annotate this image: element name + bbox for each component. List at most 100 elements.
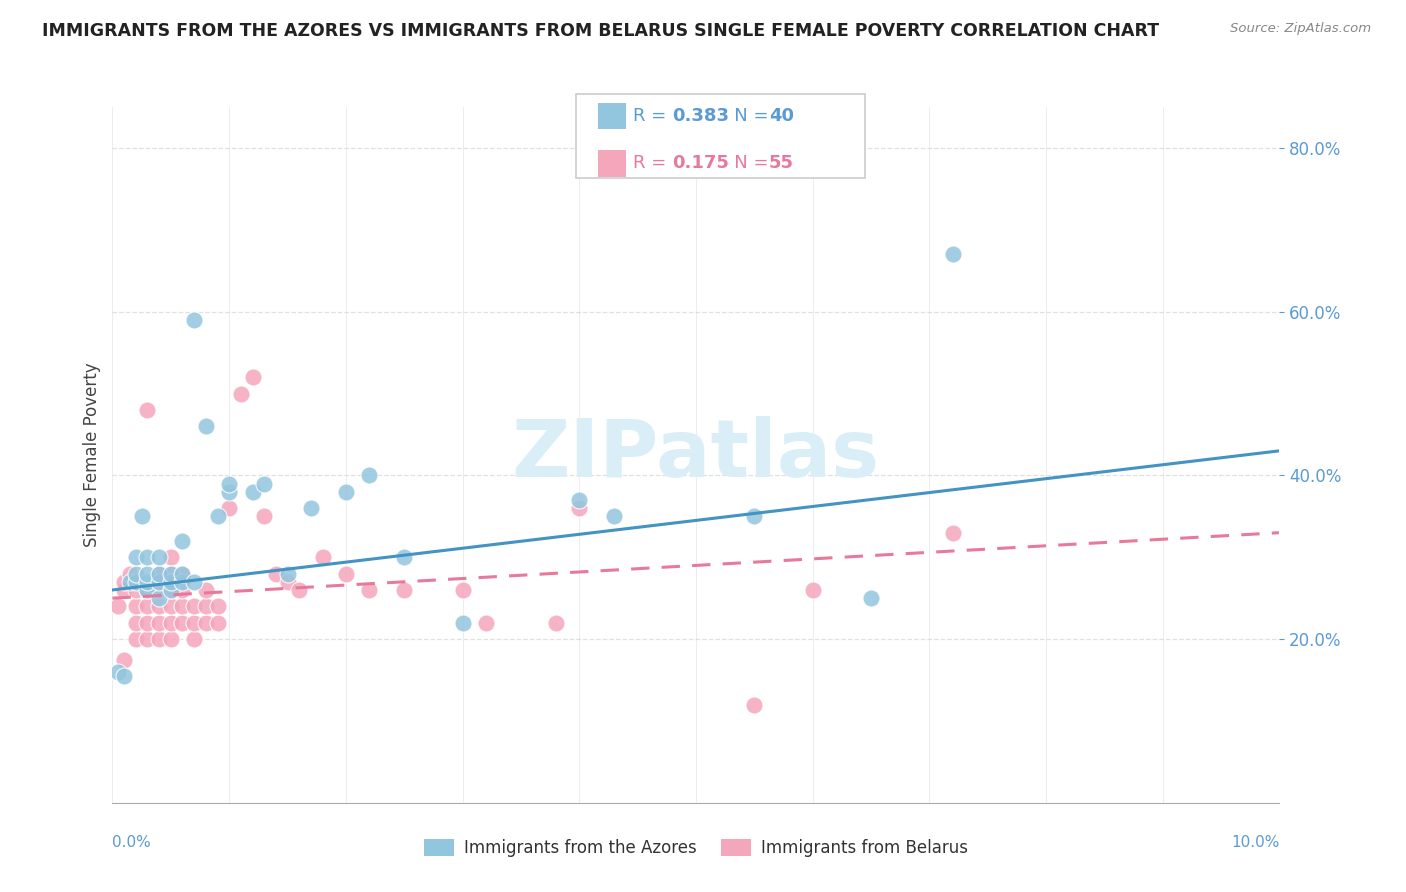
Point	[194, 582, 217, 597]
Point	[136, 615, 159, 630]
Point	[160, 550, 183, 565]
Point	[335, 566, 357, 581]
Point	[359, 468, 381, 483]
Point	[125, 566, 148, 581]
Point	[451, 615, 474, 630]
Point	[451, 582, 474, 597]
Point	[253, 476, 276, 491]
Text: N =: N =	[717, 154, 775, 172]
Point	[335, 484, 357, 499]
Point	[136, 582, 159, 597]
Point	[172, 574, 194, 589]
Point	[544, 615, 567, 630]
Point	[194, 615, 217, 630]
Point	[125, 599, 148, 614]
Point	[112, 652, 135, 666]
Point	[160, 599, 183, 614]
Point	[160, 574, 183, 589]
Point	[136, 632, 159, 646]
Point	[288, 582, 311, 597]
Text: 55: 55	[769, 154, 794, 172]
Text: ZIPatlas: ZIPatlas	[512, 416, 880, 494]
Point	[218, 476, 240, 491]
Text: Source: ZipAtlas.com: Source: ZipAtlas.com	[1230, 22, 1371, 36]
Point	[136, 566, 159, 581]
Text: 0.383: 0.383	[672, 107, 730, 125]
Point	[860, 591, 883, 606]
Point	[568, 501, 591, 516]
Point	[253, 509, 276, 524]
Point	[172, 582, 194, 597]
Point	[160, 566, 183, 581]
Point	[218, 501, 240, 516]
Point	[148, 632, 170, 646]
Point	[160, 615, 183, 630]
Point	[125, 632, 148, 646]
Point	[942, 525, 965, 540]
Point	[112, 582, 135, 597]
Point	[148, 615, 170, 630]
Point	[136, 582, 159, 597]
Point	[125, 582, 148, 597]
Point	[742, 509, 765, 524]
Point	[183, 615, 205, 630]
Point	[568, 492, 591, 507]
Text: N =: N =	[717, 107, 775, 125]
Point	[183, 313, 205, 327]
Point	[118, 566, 141, 581]
Point	[242, 370, 264, 384]
Point	[160, 632, 183, 646]
Y-axis label: Single Female Poverty: Single Female Poverty	[83, 363, 101, 547]
Point	[131, 509, 153, 524]
Point	[136, 599, 159, 614]
Point	[125, 574, 148, 589]
Point	[942, 247, 965, 261]
Point	[172, 599, 194, 614]
Point	[136, 574, 159, 589]
Point	[107, 665, 129, 679]
Point	[172, 533, 194, 548]
Point	[148, 599, 170, 614]
Point	[264, 566, 287, 581]
Point	[148, 566, 170, 581]
Point	[276, 566, 298, 581]
Point	[242, 484, 264, 499]
Point	[125, 615, 148, 630]
Point	[801, 582, 824, 597]
Legend: Immigrants from the Azores, Immigrants from Belarus: Immigrants from the Azores, Immigrants f…	[418, 832, 974, 864]
Point	[118, 574, 141, 589]
Point	[112, 574, 135, 589]
Point	[394, 550, 416, 565]
Point	[311, 550, 333, 565]
Point	[172, 615, 194, 630]
Point	[194, 599, 217, 614]
Point	[207, 615, 229, 630]
Point	[276, 574, 298, 589]
Point	[218, 484, 240, 499]
Point	[229, 386, 252, 401]
Point	[207, 509, 229, 524]
Point	[207, 599, 229, 614]
Text: IMMIGRANTS FROM THE AZORES VS IMMIGRANTS FROM BELARUS SINGLE FEMALE POVERTY CORR: IMMIGRANTS FROM THE AZORES VS IMMIGRANTS…	[42, 22, 1160, 40]
Point	[112, 669, 135, 683]
Text: 10.0%: 10.0%	[1232, 836, 1279, 850]
Point	[136, 550, 159, 565]
Text: R =: R =	[633, 107, 678, 125]
Point	[160, 582, 183, 597]
Point	[148, 591, 170, 606]
Point	[183, 599, 205, 614]
Text: 40: 40	[769, 107, 794, 125]
Point	[148, 550, 170, 565]
Text: 0.0%: 0.0%	[112, 836, 152, 850]
Point	[136, 403, 159, 417]
Point	[172, 566, 194, 581]
Point	[148, 574, 170, 589]
Point	[742, 698, 765, 712]
Point	[160, 582, 183, 597]
Point	[603, 509, 626, 524]
Point	[183, 574, 205, 589]
Point	[125, 550, 148, 565]
Point	[148, 566, 170, 581]
Point	[160, 566, 183, 581]
Point	[183, 632, 205, 646]
